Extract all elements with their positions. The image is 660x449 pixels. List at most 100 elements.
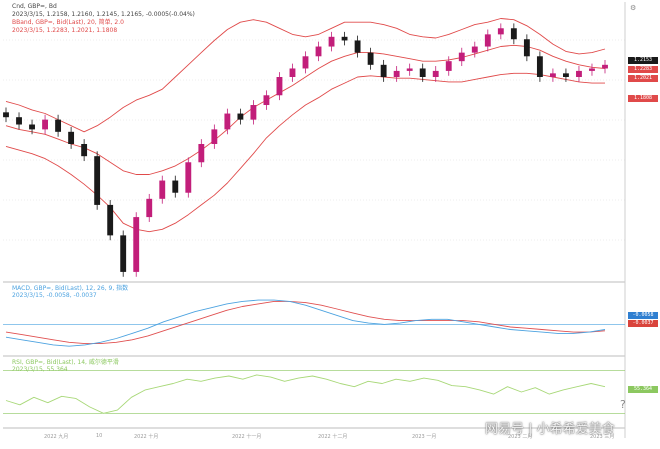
candle-body xyxy=(55,119,62,132)
candle xyxy=(68,126,75,149)
candle-body xyxy=(510,28,517,40)
candle xyxy=(589,63,595,76)
bb-upper-tag: 1.2283 xyxy=(628,66,658,73)
candle xyxy=(16,112,22,130)
bb-lower-tag: 1.1808 xyxy=(628,95,658,102)
candle xyxy=(224,108,231,135)
candle-body xyxy=(458,52,465,62)
candle xyxy=(263,90,270,110)
candle xyxy=(302,51,309,74)
candle-body xyxy=(471,46,478,53)
rsi-values: 2023/3/15, 55.364 xyxy=(12,366,68,373)
date-tick-5: 2023 一月 xyxy=(412,434,437,440)
candle-body xyxy=(406,68,413,71)
candle xyxy=(172,175,179,198)
candle xyxy=(185,157,192,198)
candle-body xyxy=(159,180,166,199)
candle-body xyxy=(68,131,75,144)
candle xyxy=(484,29,491,52)
candle-body xyxy=(237,113,244,120)
candle xyxy=(471,41,478,58)
macd-tag: -0.0058 xyxy=(628,312,658,319)
candle xyxy=(406,63,413,76)
candle xyxy=(602,59,608,74)
candle-body xyxy=(393,70,400,77)
date-tick-3: 2022 十一月 xyxy=(232,434,262,440)
candle xyxy=(211,124,218,149)
macd-signal-line xyxy=(5,300,606,345)
bband-legend: BBand, GBP=, Bid(Last), 20, 简单, 2.0 xyxy=(12,19,124,26)
date-tick-7: 2023 三月 xyxy=(590,434,615,440)
candle xyxy=(510,23,517,45)
candle-body xyxy=(576,70,582,77)
candle xyxy=(367,47,374,70)
ohlc-readout: 2023/3/15, 1.2158, 1.2160, 1.2145, 1.216… xyxy=(12,11,195,18)
date-tick-6: 2023 二月 xyxy=(508,434,533,440)
help-question-icon[interactable]: ? xyxy=(620,398,626,411)
candle xyxy=(497,23,504,40)
bb-upper-line xyxy=(5,18,606,133)
candle-body xyxy=(224,113,231,130)
candle-body xyxy=(120,235,127,272)
candle xyxy=(341,31,348,46)
bb-lower-line xyxy=(5,72,605,233)
candle-body xyxy=(419,68,426,77)
candle xyxy=(159,175,166,204)
candle xyxy=(458,47,465,67)
candle-body xyxy=(29,124,35,130)
candle xyxy=(576,66,582,82)
candle xyxy=(42,114,48,135)
candle xyxy=(536,51,543,82)
candle xyxy=(523,34,530,62)
candle xyxy=(445,56,452,76)
watermark: 网易号 | 小希希爱美食 xyxy=(485,422,615,437)
pane-settings-icon[interactable]: ⚙ xyxy=(630,4,637,12)
bb-middle-line xyxy=(5,44,606,175)
signal-tag: -0.0037 xyxy=(628,320,658,327)
candle xyxy=(289,63,296,82)
candle-body xyxy=(198,144,205,163)
date-tick-4: 2022 十二月 xyxy=(318,434,348,440)
candle-body xyxy=(146,198,153,218)
candle xyxy=(393,66,400,82)
candle-body xyxy=(380,64,387,77)
candle-body xyxy=(302,56,309,69)
rsi-legend: RSI, GBP=, Bid(Last), 14, 威尔德平滑 xyxy=(12,359,119,366)
candle xyxy=(380,59,387,82)
candle xyxy=(563,68,569,82)
candle xyxy=(419,63,426,82)
candle xyxy=(29,119,35,135)
candle xyxy=(549,68,556,82)
chart-title: Cnd, GBP=, Bd xyxy=(12,3,57,10)
candle-body xyxy=(445,61,452,71)
candle xyxy=(81,139,88,162)
candle-body xyxy=(549,73,556,77)
date-tick-2: 2022 十月 xyxy=(134,434,159,440)
candle-body xyxy=(367,52,374,65)
candle xyxy=(107,200,114,241)
candle xyxy=(198,139,205,168)
macd-legend: MACD, GBP=, Bid(Last), 12, 26, 9, 指数 xyxy=(12,285,129,292)
date-tick-1: 10 xyxy=(96,433,103,439)
last-price-tag: 1.2153 xyxy=(628,57,658,64)
candle-body xyxy=(3,112,9,118)
bb-mid-tag: 1.2021 xyxy=(628,75,658,82)
candle-body xyxy=(107,204,114,236)
bband-values: 2023/3/15, 1.2283, 1.2021, 1.1808 xyxy=(12,27,118,34)
candle-body xyxy=(81,144,88,157)
candle xyxy=(432,66,439,82)
candle-body xyxy=(341,36,348,41)
rsi-tag: 55.364 xyxy=(628,386,658,393)
candle xyxy=(133,212,140,277)
candle-body xyxy=(94,156,101,205)
candle xyxy=(120,230,127,277)
candle-body xyxy=(497,28,504,35)
candle xyxy=(146,193,153,222)
candle-body xyxy=(484,34,491,47)
candle xyxy=(328,31,335,52)
candle-body xyxy=(328,36,335,47)
candle xyxy=(276,72,283,101)
candle-body xyxy=(523,39,530,57)
